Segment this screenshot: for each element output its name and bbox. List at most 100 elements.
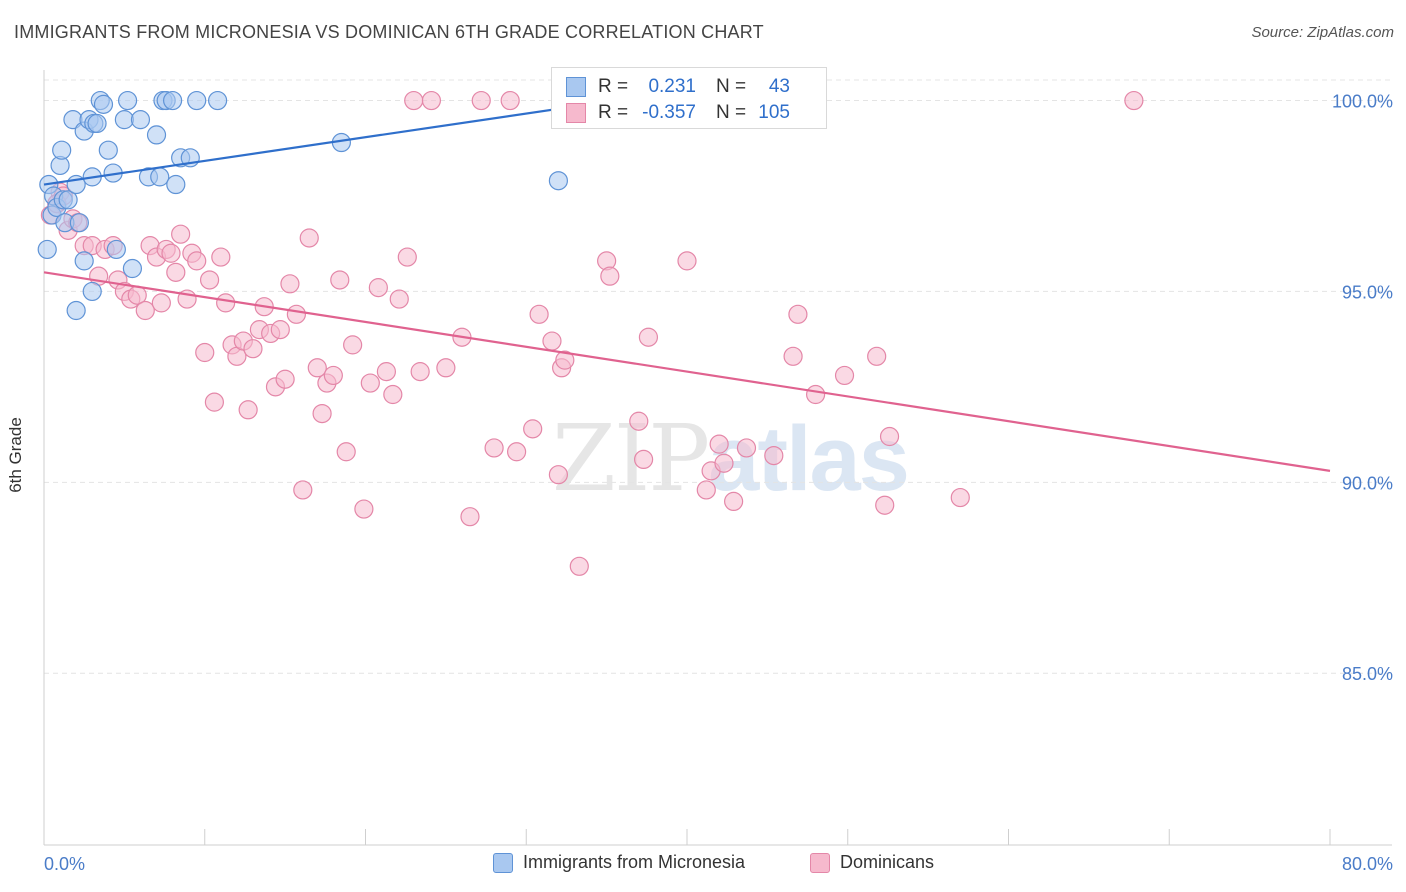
point-micronesia xyxy=(166,174,186,195)
point-dominicans xyxy=(216,293,236,313)
point-dominicans xyxy=(307,358,327,378)
stats-legend-row-micronesia: R = 0.231 N = 43 xyxy=(552,74,790,100)
legend-item-dominicans[interactable]: Dominicans xyxy=(810,852,934,873)
trend-line-dominicans xyxy=(43,271,1331,472)
r-label: R = xyxy=(598,102,629,123)
point-dominicans xyxy=(548,465,569,485)
point-dominicans xyxy=(166,262,186,282)
point-dominicans xyxy=(471,90,491,111)
point-micronesia xyxy=(114,110,134,130)
point-dominicans xyxy=(879,426,900,447)
point-micronesia xyxy=(130,110,151,130)
point-dominicans xyxy=(171,224,191,244)
point-micronesia xyxy=(208,90,228,111)
point-dominicans xyxy=(867,346,887,366)
point-dominicans xyxy=(783,346,803,366)
point-dominicans xyxy=(569,556,589,576)
r-value: -0.357 xyxy=(642,102,696,123)
point-dominicans xyxy=(151,293,171,313)
r-value: 0.231 xyxy=(648,76,696,97)
point-micronesia xyxy=(106,239,126,260)
point-dominicans xyxy=(555,350,575,370)
x-tick-label-min: 0.0% xyxy=(44,854,85,874)
point-micronesia xyxy=(37,239,57,260)
point-dominicans xyxy=(343,335,363,355)
point-micronesia xyxy=(82,281,102,302)
point-dominicans xyxy=(280,274,300,294)
point-dominicans xyxy=(714,453,734,473)
legend-swatch-micronesia xyxy=(566,77,586,97)
legend-swatch-micronesia xyxy=(493,852,513,873)
point-dominicans xyxy=(360,373,380,393)
point-dominicans xyxy=(299,228,319,248)
r-label: R = xyxy=(598,76,629,97)
stats-legend-row-dominicans: R = -0.357 N = 105 xyxy=(552,100,790,126)
point-dominicans xyxy=(383,384,403,405)
point-micronesia xyxy=(58,190,78,210)
y-tick-label: 90.0% xyxy=(1342,473,1393,493)
point-dominicans xyxy=(724,491,744,512)
series-legend: Immigrants from Micronesia Dominicans xyxy=(0,852,1406,878)
point-dominicans xyxy=(677,251,697,271)
point-dominicans xyxy=(805,384,826,405)
source-credit: Source: ZipAtlas.com xyxy=(1251,24,1394,41)
chart-title: IMMIGRANTS FROM MICRONESIA VS DOMINICAN … xyxy=(14,22,764,42)
legend-label-micronesia: Immigrants from Micronesia xyxy=(523,852,746,872)
point-dominicans xyxy=(161,243,181,263)
n-value: 105 xyxy=(758,102,790,123)
point-dominicans xyxy=(600,266,620,286)
point-dominicans xyxy=(376,362,396,382)
point-dominicans xyxy=(336,442,356,462)
point-micronesia xyxy=(93,94,114,114)
point-micronesia xyxy=(117,90,138,111)
legend-item-micronesia[interactable]: Immigrants from Micronesia xyxy=(493,852,745,873)
y-tick-label: 85.0% xyxy=(1342,664,1393,684)
point-dominicans xyxy=(484,438,504,458)
point-micronesia xyxy=(150,167,170,187)
point-dominicans xyxy=(410,362,430,382)
point-dominicans xyxy=(764,445,784,466)
point-micronesia xyxy=(74,251,94,271)
point-dominicans xyxy=(397,247,417,267)
stats-legend: R = 0.231 N = 43 R = -0.357 N = 105 xyxy=(551,67,827,129)
point-dominicans xyxy=(323,365,343,386)
point-dominicans xyxy=(500,90,520,111)
point-dominicans xyxy=(368,278,388,298)
n-label: N = xyxy=(716,102,747,123)
point-dominicans xyxy=(204,392,224,412)
point-dominicans xyxy=(633,449,654,470)
point-micronesia xyxy=(66,300,86,321)
point-dominicans xyxy=(436,358,456,378)
point-micronesia xyxy=(87,113,107,134)
point-dominicans xyxy=(460,507,480,527)
point-micronesia xyxy=(163,90,183,111)
point-dominicans xyxy=(211,247,231,267)
legend-label-dominicans: Dominicans xyxy=(840,852,935,872)
legend-swatch-dominicans xyxy=(566,103,586,123)
point-dominicans xyxy=(736,438,757,458)
x-tick-label-max: 80.0% xyxy=(1342,854,1393,874)
point-dominicans xyxy=(243,339,263,359)
point-micronesia xyxy=(187,90,207,111)
point-dominicans xyxy=(638,327,659,347)
watermark-atlas: atlas xyxy=(708,408,910,510)
point-micronesia xyxy=(146,125,167,145)
point-dominicans xyxy=(238,400,258,420)
point-dominicans xyxy=(709,434,729,454)
trend-line-micronesia xyxy=(43,99,615,186)
point-dominicans xyxy=(187,251,207,271)
point-dominicans xyxy=(293,480,313,500)
point-dominicans xyxy=(135,300,155,321)
point-dominicans xyxy=(275,369,295,389)
point-dominicans xyxy=(788,304,808,324)
point-micronesia xyxy=(52,140,72,160)
point-dominicans xyxy=(421,90,442,111)
point-dominicans xyxy=(354,499,374,519)
y-tick-label: 95.0% xyxy=(1342,282,1393,302)
point-dominicans xyxy=(404,90,424,111)
point-dominicans xyxy=(195,342,215,363)
point-micronesia xyxy=(98,140,118,160)
point-dominicans xyxy=(1124,90,1144,111)
point-dominicans xyxy=(542,331,562,351)
